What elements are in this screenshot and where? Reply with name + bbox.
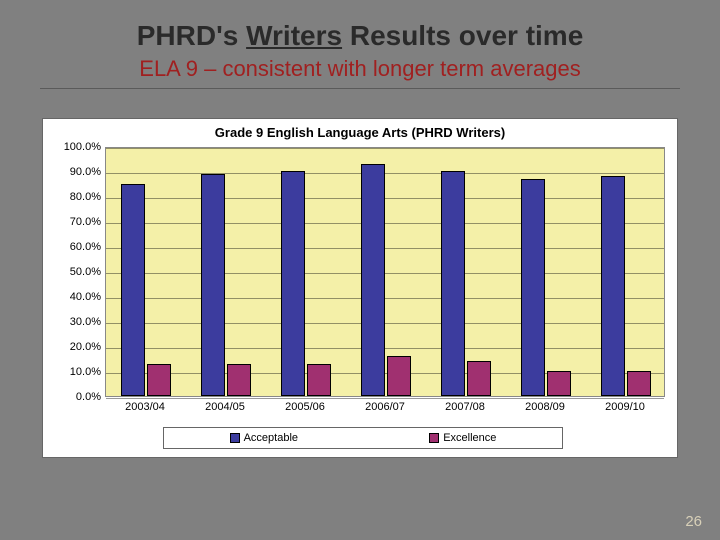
chart-container: Grade 9 English Language Arts (PHRD Writ… bbox=[42, 118, 678, 458]
x-tick-label: 2005/06 bbox=[285, 401, 325, 413]
y-tick-label: 70.0% bbox=[51, 216, 101, 228]
y-tick-label: 50.0% bbox=[51, 266, 101, 278]
gridline bbox=[106, 398, 664, 399]
y-tick-label: 60.0% bbox=[51, 241, 101, 253]
y-tick-label: 20.0% bbox=[51, 341, 101, 353]
title-post: Results over time bbox=[342, 20, 583, 51]
bar-acceptable bbox=[361, 164, 385, 397]
bar-excellence bbox=[387, 356, 411, 396]
y-tick-label: 10.0% bbox=[51, 366, 101, 378]
bar-excellence bbox=[227, 364, 251, 397]
page-title: PHRD's Writers Results over time bbox=[0, 20, 720, 52]
bar-excellence bbox=[467, 361, 491, 396]
y-tick-label: 30.0% bbox=[51, 316, 101, 328]
x-tick-label: 2003/04 bbox=[125, 401, 165, 413]
y-tick-label: 90.0% bbox=[51, 166, 101, 178]
x-tick-label: 2004/05 bbox=[205, 401, 245, 413]
bar-acceptable bbox=[281, 171, 305, 396]
title-underlined: Writers bbox=[246, 20, 342, 51]
legend-item-acceptable: Acceptable bbox=[230, 432, 298, 444]
legend-label-acceptable: Acceptable bbox=[244, 432, 298, 444]
plot-area bbox=[105, 147, 665, 397]
bar-acceptable bbox=[201, 174, 225, 397]
legend-item-excellence: Excellence bbox=[429, 432, 496, 444]
x-tick-label: 2008/09 bbox=[525, 401, 565, 413]
bar-acceptable bbox=[521, 179, 545, 397]
x-tick-label: 2006/07 bbox=[365, 401, 405, 413]
bar-acceptable bbox=[121, 184, 145, 397]
bar-excellence bbox=[307, 364, 331, 397]
bar-excellence bbox=[147, 364, 171, 397]
x-tick-label: 2007/08 bbox=[445, 401, 485, 413]
y-tick-label: 40.0% bbox=[51, 291, 101, 303]
legend-swatch-excellence bbox=[429, 433, 439, 443]
x-tick-label: 2009/10 bbox=[605, 401, 645, 413]
divider bbox=[40, 88, 680, 89]
chart-title: Grade 9 English Language Arts (PHRD Writ… bbox=[43, 125, 677, 140]
bar-excellence bbox=[627, 371, 651, 396]
legend-label-excellence: Excellence bbox=[443, 432, 496, 444]
y-tick-label: 0.0% bbox=[51, 391, 101, 403]
y-tick-label: 80.0% bbox=[51, 191, 101, 203]
bars-layer bbox=[106, 148, 664, 396]
title-pre: PHRD's bbox=[137, 20, 246, 51]
legend-swatch-acceptable bbox=[230, 433, 240, 443]
legend: Acceptable Excellence bbox=[163, 427, 563, 449]
bar-acceptable bbox=[441, 171, 465, 396]
bar-excellence bbox=[547, 371, 571, 396]
bar-acceptable bbox=[601, 176, 625, 396]
page-number: 26 bbox=[685, 513, 702, 530]
page-subtitle: ELA 9 – consistent with longer term aver… bbox=[0, 56, 720, 82]
y-tick-label: 100.0% bbox=[51, 141, 101, 153]
